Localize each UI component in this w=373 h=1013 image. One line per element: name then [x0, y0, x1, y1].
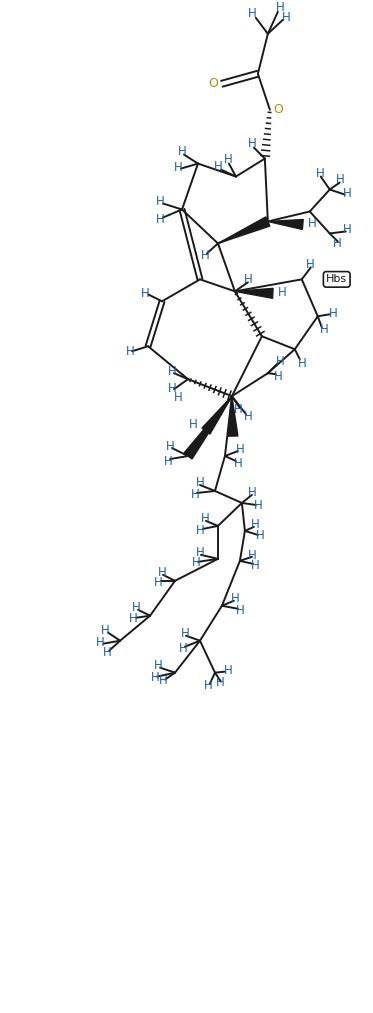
Text: H: H	[129, 612, 138, 625]
Text: H: H	[223, 665, 232, 677]
Polygon shape	[184, 396, 232, 459]
Text: H: H	[305, 258, 314, 270]
Text: H: H	[343, 223, 352, 236]
Text: H: H	[174, 391, 182, 403]
Text: H: H	[167, 365, 176, 378]
Text: H: H	[216, 676, 224, 689]
Text: H: H	[278, 286, 286, 299]
Text: H: H	[248, 486, 256, 499]
Text: H: H	[316, 167, 324, 180]
Text: H: H	[251, 559, 259, 572]
Text: H: H	[254, 499, 262, 513]
Text: H: H	[201, 513, 209, 526]
Text: H: H	[244, 272, 252, 286]
Text: H: H	[179, 642, 187, 655]
Text: H: H	[178, 145, 186, 158]
Text: H: H	[192, 556, 200, 569]
Text: H: H	[158, 566, 166, 579]
Text: O: O	[208, 77, 218, 90]
Text: H: H	[174, 161, 182, 174]
Text: H: H	[103, 646, 112, 659]
Text: H: H	[181, 627, 189, 640]
Text: H: H	[132, 602, 141, 614]
Text: H: H	[214, 160, 222, 173]
Text: H: H	[333, 237, 342, 250]
Text: H: H	[275, 355, 284, 368]
Text: H: H	[248, 137, 256, 150]
Text: H: H	[343, 187, 352, 200]
Text: Hbs: Hbs	[326, 275, 347, 285]
Text: H: H	[204, 679, 212, 692]
Text: H: H	[126, 344, 135, 358]
Text: H: H	[156, 213, 164, 226]
Polygon shape	[218, 217, 270, 243]
Text: H: H	[282, 11, 290, 24]
Text: H: H	[223, 153, 232, 166]
Text: H: H	[336, 173, 345, 186]
Text: H: H	[101, 624, 110, 637]
Text: H: H	[329, 307, 338, 320]
Text: H: H	[231, 593, 239, 606]
Polygon shape	[235, 289, 273, 298]
Text: H: H	[166, 440, 175, 453]
Text: H: H	[307, 217, 316, 230]
Text: H: H	[273, 370, 282, 383]
Text: H: H	[154, 576, 162, 590]
Text: H: H	[297, 357, 306, 370]
Text: H: H	[233, 402, 242, 415]
Text: H: H	[248, 7, 256, 20]
Text: H: H	[154, 659, 162, 673]
Text: H: H	[189, 417, 197, 431]
Polygon shape	[268, 220, 303, 229]
Polygon shape	[202, 396, 232, 434]
Text: H: H	[320, 323, 329, 335]
Text: H: H	[235, 604, 244, 617]
Text: H: H	[156, 196, 164, 208]
Text: H: H	[195, 476, 204, 489]
Text: H: H	[195, 525, 204, 537]
Text: H: H	[191, 488, 199, 501]
Text: H: H	[244, 409, 252, 422]
Text: H: H	[141, 287, 150, 300]
Text: H: H	[235, 443, 244, 456]
Text: H: H	[233, 457, 242, 469]
Text: O: O	[273, 103, 283, 116]
Text: H: H	[248, 549, 256, 562]
Text: H: H	[96, 636, 104, 649]
Text: H: H	[195, 546, 204, 559]
Text: H: H	[167, 382, 176, 395]
Text: H: H	[164, 455, 172, 468]
Polygon shape	[228, 396, 238, 437]
Text: H: H	[201, 249, 209, 262]
Text: H: H	[251, 519, 259, 532]
Text: H: H	[256, 530, 264, 542]
Text: H: H	[159, 674, 167, 687]
Text: H: H	[151, 672, 159, 684]
Text: H: H	[275, 1, 284, 14]
